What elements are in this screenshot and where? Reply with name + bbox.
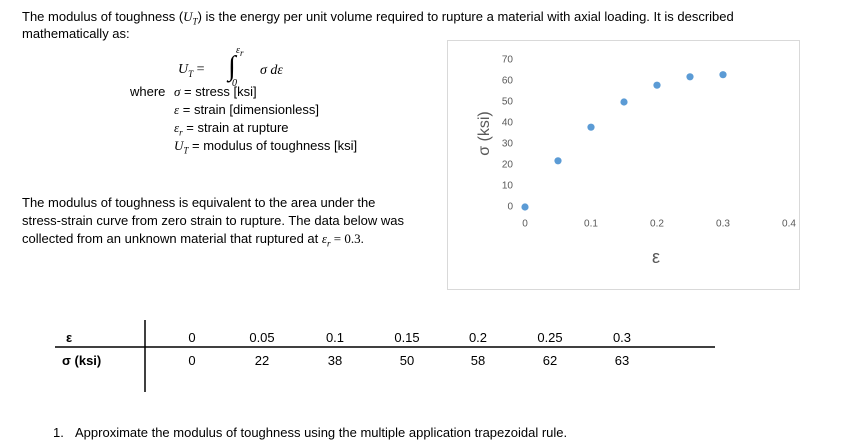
upper-limit: εr — [236, 43, 243, 61]
y-tick-label: 10 — [502, 181, 514, 192]
definition: UT = modulus of toughness [ksi] — [174, 138, 357, 159]
point — [587, 123, 595, 131]
paragraph-line: stress-strain curve from zero strain to … — [22, 213, 404, 228]
subscript: T — [183, 145, 189, 156]
y-tick-label: 60 — [502, 76, 514, 87]
cell: 58 — [470, 353, 486, 368]
x-tick-label: 0.2 — [650, 219, 664, 230]
subscript: r — [327, 238, 331, 249]
intro: The modulus of toughness (UT) is the ene… — [22, 9, 734, 30]
cell: 62 — [542, 353, 558, 368]
cell: 0 — [188, 330, 196, 345]
paragraph-line: The modulus of toughness is equivalent t… — [22, 195, 376, 210]
equation: UT = — [178, 62, 205, 82]
paragraph-line: collected from an unknown material that … — [22, 231, 364, 252]
chart: 0 10 20 30 40 50 60 70 0 0.1 0.2 0.3 0.4 σ (ksi) ε — [447, 40, 800, 290]
lower-limit: 0 — [232, 78, 237, 89]
y-tick-label: 40 — [502, 118, 514, 129]
symbol: σ — [174, 84, 181, 99]
cell: 63 — [614, 353, 630, 368]
x-tick-label: 0.1 — [584, 219, 598, 230]
cell: 0.1 — [325, 330, 345, 345]
cell: 38 — [327, 353, 343, 368]
text: = strain [dimensionless] — [179, 102, 319, 117]
text: ) is the energy per unit volume required… — [197, 9, 734, 24]
subscript: T — [188, 68, 194, 79]
text: = 0.3. — [330, 231, 364, 246]
cell: 0.05 — [249, 330, 275, 345]
point — [653, 81, 661, 89]
text: collected from an unknown material that … — [22, 231, 322, 246]
text: = strain at rupture — [182, 120, 289, 135]
symbol: U — [183, 9, 193, 24]
y-axis-label: σ (ksi) — [476, 111, 493, 156]
y-tick-label: 20 — [502, 160, 514, 171]
x-tick-label: 0 — [522, 219, 528, 230]
cell: 22 — [254, 353, 270, 368]
symbol: U — [174, 138, 184, 153]
text: = modulus of toughness [ksi] — [188, 138, 358, 153]
subscript: T — [192, 16, 198, 27]
cell: 50 — [399, 353, 415, 368]
where: where — [130, 84, 166, 99]
cell: 0.2 — [468, 330, 488, 345]
y-tick-label: 50 — [502, 97, 514, 108]
point — [620, 98, 628, 106]
subscript: r — [239, 48, 244, 58]
question: Approximate the modulus of toughness usi… — [75, 425, 568, 440]
x-tick-label: 0.4 — [782, 219, 796, 230]
cell: 0.15 — [394, 330, 420, 345]
point — [719, 71, 727, 79]
row-header: σ (ksi) — [62, 353, 102, 368]
integrand: σ dε — [260, 63, 283, 78]
text: = stress [ksi] — [180, 84, 257, 99]
symbol: ε — [236, 45, 240, 56]
integral: ∫ — [228, 51, 236, 82]
symbol: ε — [321, 231, 328, 246]
y-tick-label: 70 — [502, 55, 514, 66]
definition: ε = strain [dimensionless] — [174, 102, 319, 118]
row-header: ε — [66, 330, 73, 345]
intro-line: mathematically as: — [22, 26, 130, 41]
cell: 0 — [188, 353, 196, 368]
definition: σ = stress [ksi] — [174, 84, 257, 100]
cell: 0.25 — [537, 330, 563, 345]
subscript: r — [179, 127, 183, 138]
symbol: U — [178, 62, 189, 77]
x-tick-label: 0.3 — [716, 219, 730, 230]
point — [686, 73, 694, 81]
text: The modulus of toughness ( — [22, 9, 184, 24]
operator: = — [196, 62, 205, 77]
x-axis-label: ε — [652, 247, 660, 267]
chart-border — [447, 40, 800, 290]
point — [554, 157, 562, 165]
question-number: 1. — [53, 425, 64, 440]
y-tick-label: 30 — [502, 139, 514, 150]
symbol: ε — [174, 120, 180, 135]
symbol: ε — [174, 102, 180, 117]
point — [521, 203, 529, 211]
y-tick-label: 0 — [507, 202, 513, 213]
cell: 0.3 — [612, 330, 632, 345]
definition: εr = strain at rupture — [174, 120, 289, 141]
